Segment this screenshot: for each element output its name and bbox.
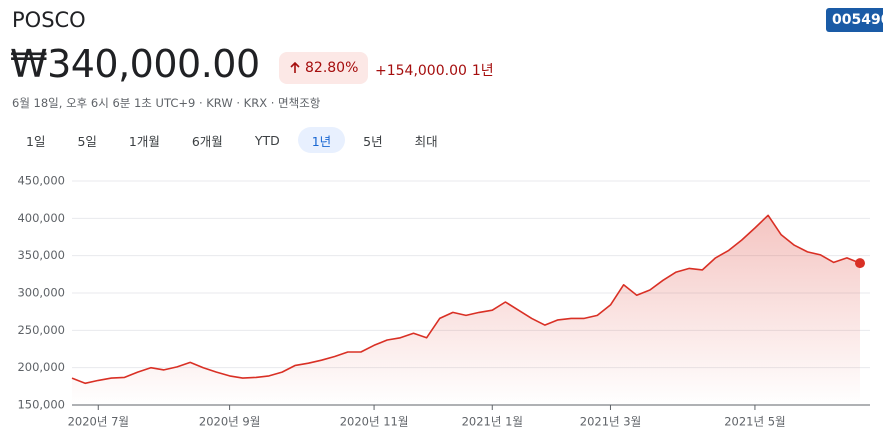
x-tick-label: 2020년 7월 bbox=[68, 415, 129, 429]
change-percent: 82.80% bbox=[305, 60, 359, 76]
y-tick-label: 300,000 bbox=[17, 286, 65, 300]
x-tick-label: 2021년 1월 bbox=[462, 415, 523, 429]
range-tab[interactable]: 5년 bbox=[363, 133, 383, 149]
x-tick-label: 2021년 5월 bbox=[724, 415, 785, 429]
range-tab[interactable]: 최대 bbox=[414, 133, 438, 149]
change-chip: 82.80% bbox=[279, 52, 369, 84]
range-tab[interactable]: 1개월 bbox=[128, 133, 160, 149]
y-tick-label: 400,000 bbox=[17, 211, 65, 225]
x-tick-label: 2020년 9월 bbox=[199, 415, 260, 429]
ticker-badge[interactable]: 005490 bbox=[826, 8, 883, 32]
x-tick-label: 2020년 11월 bbox=[340, 415, 409, 429]
change: +154,000.00 1년 bbox=[375, 60, 494, 80]
last-point bbox=[855, 258, 865, 269]
y-tick-label: 150,000 bbox=[17, 398, 65, 412]
range-tab[interactable]: 5일 bbox=[77, 133, 97, 149]
range-tab[interactable]: 1년 bbox=[297, 127, 346, 153]
x-tick-label: 2021년 3월 bbox=[580, 415, 641, 429]
y-tick-label: 200,000 bbox=[17, 360, 65, 374]
y-tick-label: 450,000 bbox=[17, 174, 65, 188]
range-tabs: 1일 5일 1개월 6개월 YTD 1년 5년 최대 bbox=[12, 127, 456, 153]
range-tab[interactable]: YTD bbox=[254, 132, 280, 148]
up-arrow bbox=[290, 62, 300, 73]
y-tick-label: 350,000 bbox=[17, 248, 65, 262]
info-line: 6월 18일, 오후 6시 6분 1초 UTC+9 · KRW · KRX · … bbox=[12, 96, 321, 110]
range-tab[interactable]: 1일 bbox=[26, 133, 46, 149]
period: 1년 bbox=[471, 63, 494, 79]
y-tick-label: 250,000 bbox=[17, 323, 65, 337]
range-tab[interactable]: 6개월 bbox=[191, 133, 223, 149]
stock-title: POSCO bbox=[12, 8, 86, 32]
area bbox=[72, 215, 860, 405]
change-value: +154,000.00 bbox=[375, 63, 467, 79]
price: ₩340,000.00 bbox=[10, 42, 260, 86]
price-line bbox=[71, 214, 861, 385]
